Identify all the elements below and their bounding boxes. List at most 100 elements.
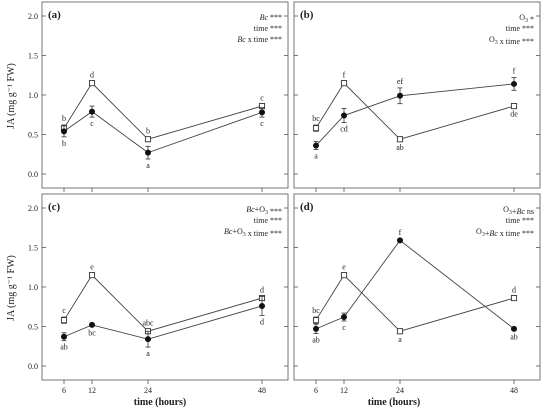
significance-letter: a [146, 349, 150, 358]
panel-1: (a) Bc *** time *** Bc x time *** 0.0 0.5 1.0 1… [28, 1, 289, 192]
x-tick-label: 48 [510, 386, 518, 395]
series-line [63, 111, 263, 154]
x-tick-label: 24 [396, 386, 404, 395]
panel-label: (c) [48, 201, 61, 213]
significance-letter: c [342, 323, 346, 332]
data-point-filled-circle [61, 128, 67, 135]
y-tick-label: 1.5 [28, 52, 38, 61]
stats-line: O3+Bc x time *** [476, 227, 534, 238]
series-line [315, 274, 515, 332]
stats-line: time *** [506, 216, 534, 225]
data-point-open-square [510, 295, 518, 302]
data-point-filled-circle [341, 112, 347, 119]
stats-line: time *** [506, 24, 534, 33]
data-point-filled-circle [397, 92, 403, 99]
panels-group: (a) Bc *** time *** Bc x time *** 0.0 0.5 1.0 1… [28, 1, 541, 395]
series-line [63, 82, 263, 140]
data-point-filled-circle [89, 321, 95, 328]
significance-letter: b [62, 139, 66, 148]
stats-line: O3 x time *** [489, 35, 534, 46]
significance-letter: c [90, 119, 94, 128]
data-point-open-square [88, 272, 96, 279]
panel-label: (d) [300, 201, 314, 213]
y-tick-label: 0.0 [28, 170, 38, 179]
x-tick-label: 24 [144, 386, 152, 395]
significance-letter: bc [312, 306, 320, 315]
data-point-open-square [396, 136, 404, 143]
data-point-open-square [312, 125, 320, 132]
significance-letter: a [314, 152, 318, 161]
y-tick-label: 0.5 [28, 131, 38, 140]
data-point-filled-circle [89, 108, 95, 115]
data-point-filled-circle [61, 333, 67, 340]
data-point-filled-circle [259, 109, 265, 116]
significance-letter: c [260, 93, 264, 102]
panel-2: (b) O3 *time *** O3 x time *** bc f ab de a cd ef… [293, 1, 541, 192]
stats-line: Bc+O3 x time *** [224, 227, 282, 238]
significance-letter: f [399, 228, 402, 237]
stats-line: time *** [254, 24, 282, 33]
x-tick-label: 48 [258, 386, 266, 395]
x-tick-label: 6 [314, 386, 318, 395]
significance-letter: c [62, 306, 66, 315]
stats-line: Bc x time *** [237, 35, 282, 44]
significance-letter: cd [340, 125, 348, 134]
x-tick-label: 12 [340, 386, 348, 395]
data-point-filled-circle [341, 314, 347, 321]
significance-letter: d [260, 317, 264, 326]
significance-letter: a [146, 161, 150, 170]
significance-letter: abc [142, 319, 154, 328]
y-tick-label: 0.5 [28, 323, 38, 332]
significance-letter: d [512, 285, 516, 294]
significance-letter: b [62, 114, 66, 123]
panel-label: (a) [48, 9, 61, 21]
significance-letter: ab [396, 143, 404, 152]
data-point-filled-circle [145, 336, 151, 343]
panel-frame [293, 193, 541, 381]
significance-letter: ab [510, 332, 518, 341]
panel-frame [41, 1, 289, 189]
stats-line: Bc *** [260, 13, 282, 22]
significance-letter: bc [312, 114, 320, 123]
panel-frame [41, 193, 289, 381]
significance-letter: d [260, 285, 264, 294]
significance-letter: ef [397, 77, 404, 86]
data-point-filled-circle [259, 302, 265, 309]
y-tick-label: 1.0 [28, 91, 38, 100]
significance-letter: ab [312, 336, 320, 345]
y-tick-label: 1.5 [28, 244, 38, 253]
series-line [315, 83, 515, 146]
x-axis-label-right: time (hours) [368, 397, 421, 408]
significance-letter: f [513, 67, 516, 76]
data-point-open-square [144, 136, 152, 143]
data-point-filled-circle [511, 325, 517, 332]
y-tick-label: 2.0 [28, 12, 38, 21]
y-tick-label: 2.0 [28, 204, 38, 213]
significance-letter: b [146, 127, 150, 136]
panel-frame [293, 1, 541, 189]
data-point-filled-circle [313, 142, 319, 149]
data-point-filled-circle [511, 80, 517, 87]
significance-letter: c [260, 119, 264, 128]
panel-label: (b) [300, 9, 314, 21]
y-axis-label-bottom: JA (mg g⁻¹ FW) [6, 255, 17, 321]
data-point-filled-circle [145, 149, 151, 156]
significance-letter: f [343, 71, 346, 80]
x-axis-label-left: time (hours) [134, 397, 187, 408]
significance-letter: d [90, 71, 94, 80]
significance-letter: e [90, 263, 94, 272]
series-line [315, 239, 515, 330]
y-tick-label: 0.0 [28, 362, 38, 371]
stats-line: O3+Bc ns [503, 205, 534, 216]
significance-letter: de [510, 110, 518, 119]
data-point-filled-circle [397, 237, 403, 244]
data-point-filled-circle [313, 325, 319, 332]
x-tick-label: 6 [62, 386, 66, 395]
stats-line: Bc+O3 *** [246, 205, 282, 216]
data-point-open-square [312, 317, 320, 324]
series-line [63, 274, 263, 332]
significance-letter: bc [88, 329, 96, 338]
data-point-open-square [60, 317, 68, 324]
